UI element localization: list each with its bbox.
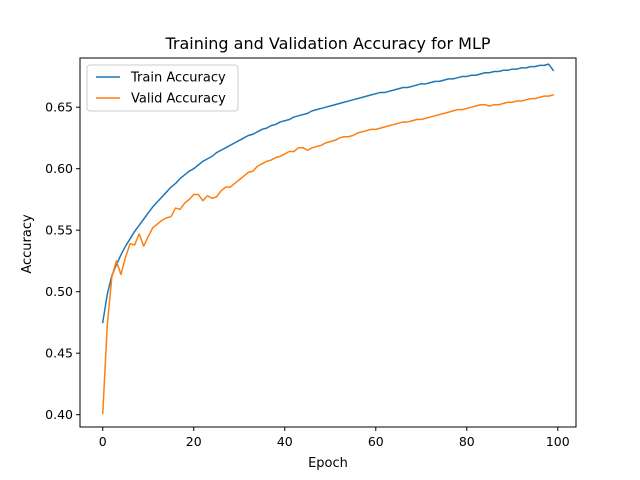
legend-label-valid-accuracy: Valid Accuracy	[131, 92, 226, 107]
x-tick-label: 20	[186, 434, 202, 449]
y-axis: 0.40 0.45 0.50 0.55 0.60 0.65	[45, 100, 80, 422]
legend-label-train-accuracy: Train Accuracy	[130, 71, 226, 86]
x-axis: 0 20 40 60 80 100	[99, 427, 570, 449]
y-tick-label: 0.55	[45, 223, 73, 238]
y-axis-label: Accuracy	[20, 214, 35, 274]
x-tick-label: 40	[277, 434, 293, 449]
x-axis-label: Epoch	[308, 456, 348, 471]
plot-area	[79, 57, 577, 428]
x-tick-label: 0	[99, 434, 107, 449]
y-tick-label: 0.45	[45, 346, 73, 361]
y-tick-label: 0.40	[45, 407, 73, 422]
x-tick-label: 80	[459, 434, 475, 449]
legend-box	[86, 64, 239, 112]
x-tick-label: 100	[546, 434, 570, 449]
series-line-train-accuracy	[101, 63, 555, 324]
y-tick-label: 0.50	[45, 284, 73, 299]
y-tick-label: 0.65	[45, 100, 73, 115]
y-tick-label: 0.60	[45, 161, 73, 176]
plot-frame	[79, 57, 577, 428]
series-lines	[101, 63, 555, 415]
legend: Train Accuracy Valid Accuracy	[86, 64, 239, 112]
series-line-valid-accuracy	[101, 93, 555, 415]
x-tick-label: 60	[368, 434, 384, 449]
chart-title: Training and Validation Accuracy for MLP	[164, 34, 490, 53]
